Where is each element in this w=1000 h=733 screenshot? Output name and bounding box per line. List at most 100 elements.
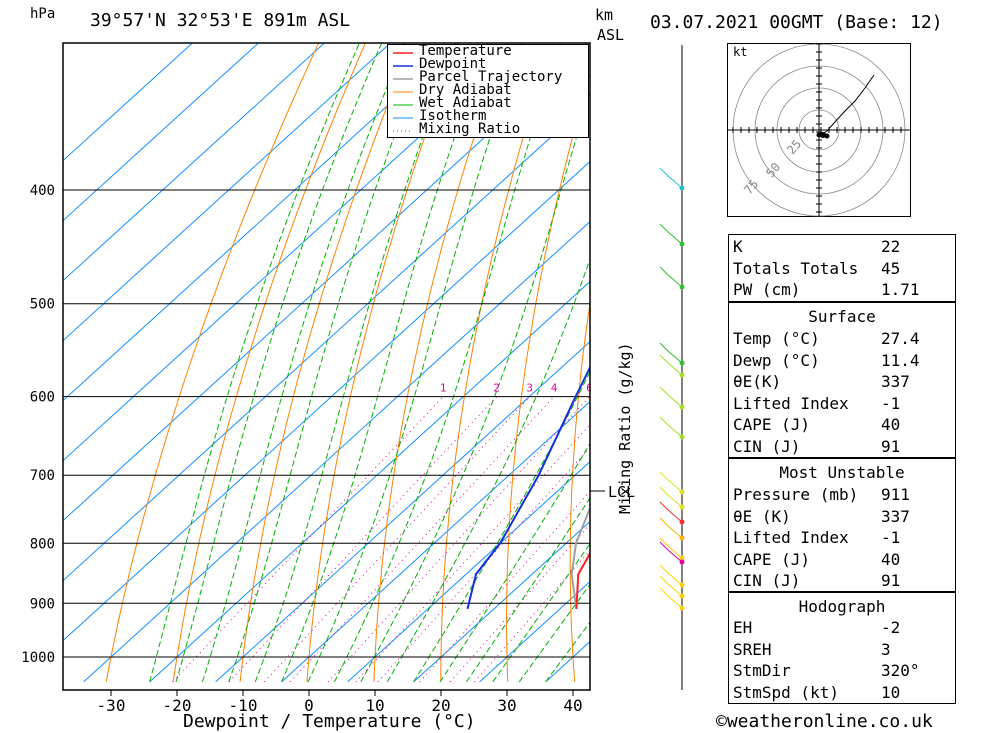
wet-adiabat (439, 442, 590, 683)
temp-tick-label: -10 (229, 696, 258, 715)
isotherm-line (612, 0, 700, 682)
wet-adiabat (307, 43, 523, 683)
mu-thetae-label: θE (K) (733, 506, 791, 526)
isotherm-line (149, 280, 590, 683)
axis-ticks: -30 -20 -10 0 10 20 30 40 (97, 490, 605, 715)
wind-barb (659, 416, 683, 438)
pressure-tick-label: 600 (30, 390, 55, 406)
mixing-ratio-label: 20 (697, 382, 700, 395)
isobars: 400 500 600 700 800 900 1000 (21, 183, 590, 666)
isotherm-line (63, 43, 194, 162)
mu-pressure-value: 911 (881, 485, 910, 505)
surface-thetae-value: 337 (881, 372, 910, 392)
mixing-ratio-line (355, 423, 590, 683)
mu-li-label: Lifted Index (733, 528, 849, 548)
hodo-stmdir-value: 320° (881, 661, 920, 681)
most-unstable-box: Most Unstable Pressure (mb) 911 θE (K) 337… (728, 458, 956, 592)
mixing-ratio-line (474, 549, 590, 683)
wet-adiabat (465, 497, 590, 683)
pressure-tick-label: 800 (30, 536, 55, 552)
wet-adiabat (254, 43, 459, 683)
pressure-tick-label: 900 (30, 596, 55, 612)
dry-adiabat (506, 72, 590, 682)
background-lines: 12346810152025 (63, 0, 700, 683)
wet-adiabat (492, 542, 590, 683)
surface-cin-value: 91 (881, 436, 901, 456)
wind-barb (659, 564, 683, 586)
wind-barb (659, 517, 683, 539)
isotherm-line (83, 220, 590, 683)
mixing-ratio-line (327, 396, 590, 683)
wind-barb (659, 537, 683, 559)
wind-barb (659, 471, 683, 493)
hodo-sreh-label: SREH (733, 639, 772, 659)
dry-adiabat (105, 43, 320, 682)
wind-barb (659, 541, 683, 563)
wet-adiabat (175, 43, 383, 683)
mixing-ratio-line (419, 490, 590, 683)
mixing-ratio-line (172, 396, 444, 683)
legend-temperature: Temperature (419, 43, 512, 59)
mu-cin-label: CIN (J) (733, 571, 801, 591)
hodo-stmspd-value: 10 (881, 682, 901, 702)
surface-li-label: Lifted Index (733, 393, 849, 413)
wind-barb (659, 167, 683, 189)
wet-adiabat (360, 90, 590, 683)
mu-cin-value: 91 (881, 571, 901, 591)
hodo-sreh-value: 3 (881, 639, 891, 659)
lcl-label: LCL (608, 483, 636, 501)
isotherm-line (63, 100, 590, 582)
wind-barb (659, 486, 683, 508)
profiles (466, 365, 590, 610)
mu-thetae-value: 337 (881, 506, 910, 526)
wet-adiabat (149, 43, 361, 683)
mu-cape-label: CAPE (J) (733, 549, 811, 569)
dry-adiabat (632, 0, 700, 682)
legend-mixing-ratio: Mixing Ratio (419, 121, 521, 137)
location-label: 39°57'N 32°53'E 891m ASL (90, 10, 351, 31)
idx-tt-value: 45 (881, 258, 901, 278)
km-label: km (595, 6, 614, 24)
wind-barb (659, 223, 683, 245)
hodo-stmspd-label: StmSpd (kt) (733, 682, 839, 702)
date-label: 03.07.2021 00GMT (Base: 12) (650, 12, 943, 33)
wet-adiabat (518, 583, 590, 683)
dry-adiabat (239, 43, 413, 682)
pressure-tick-label: 700 (30, 468, 55, 484)
surface-title: Surface (808, 307, 876, 326)
pressure-tick-label: 500 (30, 297, 55, 313)
temp-tick-label: 10 (365, 696, 384, 715)
mixing-ratio-label: 6 (586, 382, 593, 395)
wet-adiabat (333, 43, 562, 683)
mixing-ratio-line (449, 523, 590, 683)
x-axis-title: Dewpoint / Temperature (°C) (183, 711, 476, 732)
hodograph-title: Hodograph (798, 597, 886, 616)
mixing-ratio-line (263, 396, 531, 683)
legend-wet-adiabat: Wet Adiabat (419, 95, 512, 111)
copyright: ©weatheronline.co.uk (716, 711, 933, 732)
surface-dewp-label: Dewp (°C) (733, 350, 820, 370)
dry-adiabat (373, 43, 507, 682)
hodograph-box: Hodograph EH -2 SREH 3 StmDir 320° StmSpd (… (728, 592, 956, 704)
temp-tick-label: -20 (163, 696, 192, 715)
isotherm-line (215, 340, 590, 683)
surface-cape-label: CAPE (J) (733, 415, 811, 435)
dry-adiabat (172, 43, 367, 682)
idx-tt-label: Totals Totals (733, 258, 859, 278)
isotherm-line (63, 43, 260, 222)
wet-adiabat (201, 43, 406, 683)
surface-cin-label: CIN (J) (733, 436, 801, 456)
mu-pressure-label: Pressure (mb) (733, 485, 859, 505)
mixing-ratio-label: 1 (440, 382, 447, 395)
wet-adiabat (228, 43, 431, 683)
legend-parcel: Parcel Trajectory (419, 69, 563, 85)
pressure-unit-label: hPa (30, 6, 56, 22)
idx-k-value: 22 (881, 237, 901, 257)
mixing-ratio-line (228, 396, 498, 683)
isotherm-line (63, 160, 590, 642)
isotherm-line (63, 43, 326, 282)
wind-barb (659, 354, 683, 376)
legend-dry-adiabat: Dry Adiabat (419, 82, 512, 98)
wind-barb (659, 386, 683, 408)
